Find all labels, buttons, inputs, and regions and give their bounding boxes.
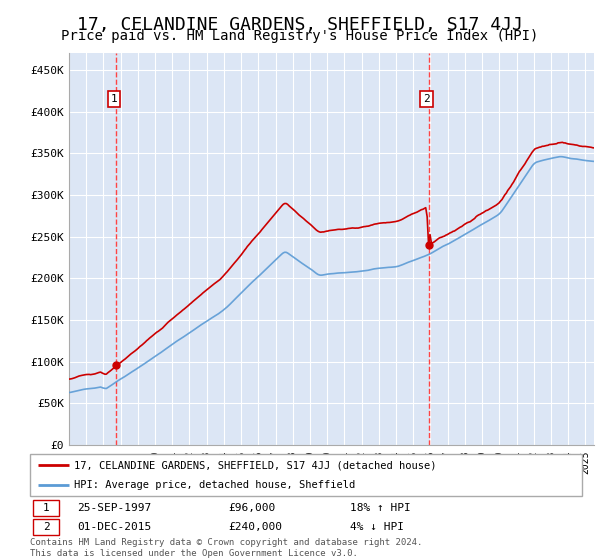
FancyBboxPatch shape [33, 520, 59, 535]
Text: 2: 2 [423, 94, 430, 104]
Text: 2: 2 [43, 522, 49, 533]
Text: £96,000: £96,000 [229, 503, 276, 513]
Text: 17, CELANDINE GARDENS, SHEFFIELD, S17 4JJ: 17, CELANDINE GARDENS, SHEFFIELD, S17 4J… [77, 16, 523, 34]
Text: 18% ↑ HPI: 18% ↑ HPI [350, 503, 411, 513]
Text: 25-SEP-1997: 25-SEP-1997 [77, 503, 151, 513]
FancyBboxPatch shape [30, 454, 582, 496]
Text: 01-DEC-2015: 01-DEC-2015 [77, 522, 151, 533]
Text: 1: 1 [43, 503, 49, 513]
Text: 17, CELANDINE GARDENS, SHEFFIELD, S17 4JJ (detached house): 17, CELANDINE GARDENS, SHEFFIELD, S17 4J… [74, 460, 437, 470]
Text: Contains HM Land Registry data © Crown copyright and database right 2024.
This d: Contains HM Land Registry data © Crown c… [30, 538, 422, 558]
FancyBboxPatch shape [33, 500, 59, 516]
Text: HPI: Average price, detached house, Sheffield: HPI: Average price, detached house, Shef… [74, 480, 355, 490]
Text: £240,000: £240,000 [229, 522, 283, 533]
Text: Price paid vs. HM Land Registry's House Price Index (HPI): Price paid vs. HM Land Registry's House … [61, 29, 539, 43]
Text: 4% ↓ HPI: 4% ↓ HPI [350, 522, 404, 533]
Text: 1: 1 [110, 94, 117, 104]
